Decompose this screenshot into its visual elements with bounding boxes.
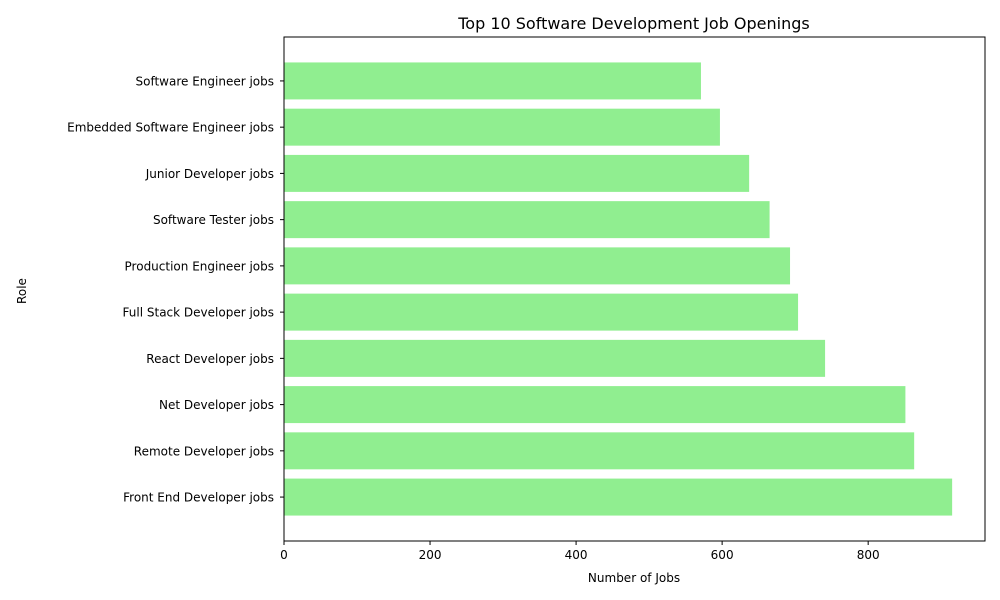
bar xyxy=(284,62,701,100)
y-axis-label: Role xyxy=(15,278,29,304)
x-tick-label: 800 xyxy=(857,548,880,562)
y-tick-label: Production Engineer jobs xyxy=(125,259,274,273)
y-ticks-group: Front End Developer jobs Remote Developer… xyxy=(67,74,284,505)
y-tick-label: React Developer jobs xyxy=(146,352,274,366)
bar xyxy=(284,154,750,192)
y-tick-label: Remote Developer jobs xyxy=(134,444,274,458)
bar xyxy=(284,339,826,377)
x-axis-label: Number of Jobs xyxy=(588,571,680,585)
y-tick-label: Embedded Software Engineer jobs xyxy=(67,121,274,135)
y-tick-label: Software Tester jobs xyxy=(153,213,274,227)
bar xyxy=(284,478,953,516)
y-tick-label: Full Stack Developer jobs xyxy=(123,306,274,320)
bar xyxy=(284,386,906,424)
bar xyxy=(284,293,799,331)
bar xyxy=(284,247,791,285)
bar xyxy=(284,201,770,239)
plot-frame xyxy=(283,36,986,542)
y-tick-label: Software Engineer jobs xyxy=(135,74,274,88)
x-tick-label: 600 xyxy=(711,548,734,562)
bar xyxy=(284,108,720,146)
y-tick-label: Front End Developer jobs xyxy=(123,491,274,505)
chart-title: Top 10 Software Development Job Openings xyxy=(457,14,810,33)
x-ticks-group: 0 200 400 600 800 xyxy=(280,541,880,562)
x-tick-label: 0 xyxy=(280,548,288,562)
bar xyxy=(284,432,915,470)
x-tick-label: 200 xyxy=(419,548,442,562)
x-tick-label: 400 xyxy=(565,548,588,562)
bars-group xyxy=(284,62,953,516)
y-tick-label: Junior Developer jobs xyxy=(145,167,274,181)
y-tick-label: Net Developer jobs xyxy=(159,398,274,412)
